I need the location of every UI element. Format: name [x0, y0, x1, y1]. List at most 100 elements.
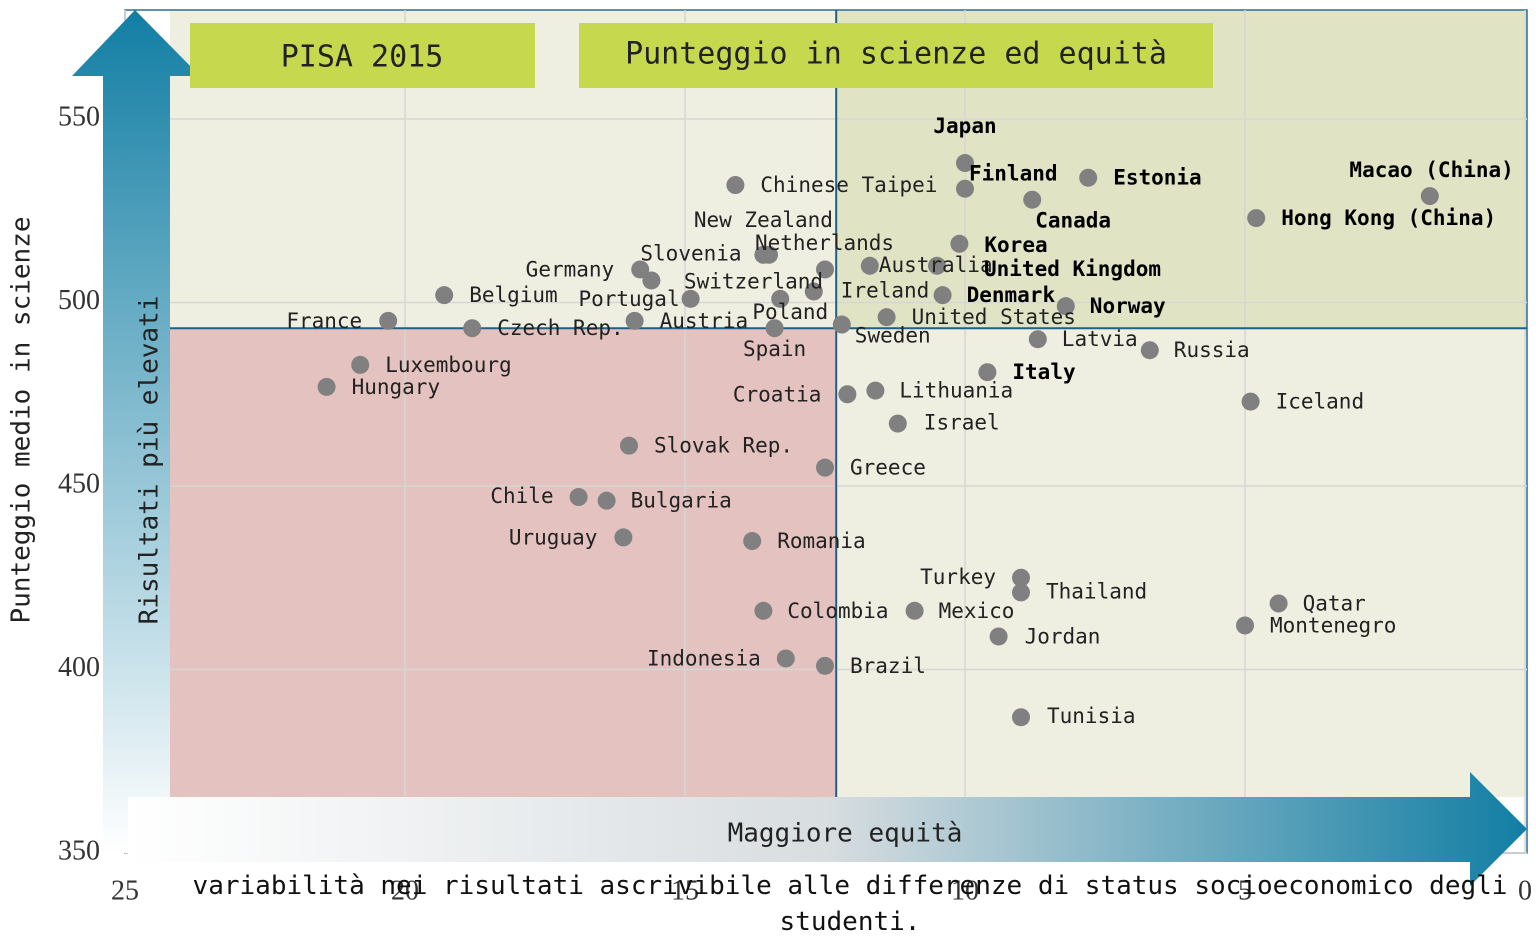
- point-label: Canada: [1035, 209, 1111, 233]
- point-label: Australia: [879, 253, 993, 277]
- data-point: [816, 458, 834, 477]
- point-label: Spain: [743, 337, 806, 361]
- point-label: Slovak Rep.: [654, 434, 793, 458]
- data-point: [1028, 330, 1047, 349]
- y-tick-label: 500: [58, 285, 100, 316]
- data-point: [681, 289, 700, 308]
- data-point: [597, 491, 616, 510]
- point-label: Austria: [660, 309, 749, 333]
- point-label: Norway: [1090, 294, 1166, 318]
- point-label: Denmark: [967, 283, 1056, 307]
- data-point: [1012, 708, 1030, 727]
- decorations: PISA 2015 Punteggio in scienze ed equità…: [7, 10, 1527, 886]
- y-tick-label: 350: [58, 835, 100, 866]
- data-point: [956, 154, 974, 173]
- data-point: [816, 656, 834, 675]
- data-point: [642, 271, 661, 290]
- data-point: [978, 363, 997, 382]
- point-label: United Kingdom: [984, 257, 1161, 281]
- point-labels: 25 20 15 10 5 0 350 400 450 500 550 Japan Finland Est…: [58, 101, 1532, 906]
- data-point: [1079, 168, 1098, 187]
- point-label: Israel: [924, 411, 1000, 435]
- data-point: [726, 176, 745, 195]
- point-label: Slovenia: [640, 241, 741, 265]
- point-label: Switzerland: [684, 269, 823, 293]
- subtitle-box: [190, 23, 535, 88]
- data-point: [950, 234, 969, 253]
- point-label: Montenegro: [1270, 613, 1396, 637]
- point-label: Mexico: [939, 599, 1015, 623]
- point-label: Lithuania: [899, 379, 1013, 403]
- data-point: [435, 286, 454, 305]
- point-label: Latvia: [1062, 327, 1138, 351]
- data-point: [463, 319, 482, 338]
- point-label: Chile: [490, 484, 553, 508]
- point-label: Italy: [1012, 360, 1076, 384]
- y-axis-label: Punteggio medio in scienze: [7, 217, 37, 624]
- data-point: [1241, 392, 1260, 411]
- point-label: Bulgaria: [631, 489, 732, 513]
- x-tick-label: 25: [111, 875, 139, 906]
- point-label: Uruguay: [509, 525, 598, 549]
- data-point: [860, 256, 879, 275]
- data-point: [754, 601, 773, 620]
- subtitle: PISA 2015: [281, 40, 444, 75]
- point-label: Turkey: [920, 565, 996, 589]
- point-label: Sweden: [855, 324, 931, 348]
- point-label: Estonia: [1113, 166, 1202, 190]
- point-label: Brazil: [850, 654, 926, 678]
- data-point: [1140, 341, 1159, 360]
- data-point: [317, 377, 336, 396]
- data-point: [1420, 187, 1439, 206]
- point-label: New Zealand: [694, 208, 833, 232]
- point-label: France: [286, 309, 362, 333]
- data-point: [888, 414, 907, 433]
- point-label: Germany: [526, 257, 615, 281]
- data-point: [877, 308, 896, 327]
- data-point: [816, 260, 834, 279]
- y-tick-label: 450: [58, 468, 100, 499]
- point-label: Hungary: [352, 375, 441, 399]
- point-label: Czech Rep.: [497, 316, 623, 340]
- point-label: Finland: [969, 162, 1058, 186]
- y-tick-label: 550: [58, 101, 100, 132]
- marks: [317, 154, 1439, 727]
- data-point: [569, 488, 588, 507]
- data-point: [379, 311, 398, 330]
- point-label: Poland: [752, 300, 828, 324]
- point-label: Chinese Taipei: [760, 173, 937, 197]
- x-tick-label: 20: [391, 875, 419, 906]
- point-label: Croatia: [733, 382, 822, 406]
- data-point: [933, 286, 952, 305]
- data-point: [832, 315, 851, 334]
- point-label: Netherlands: [755, 231, 894, 255]
- data-point: [743, 532, 762, 551]
- point-label: Luxembourg: [385, 353, 511, 377]
- data-point: [631, 260, 650, 279]
- data-point: [776, 649, 795, 668]
- data-point: [625, 311, 644, 330]
- data-point: [1236, 616, 1254, 635]
- background: [124, 9, 1528, 854]
- x-annotation: Maggiore equità: [728, 819, 963, 849]
- data-point: [989, 627, 1008, 646]
- point-label: Romania: [777, 529, 866, 553]
- point-label: Jordan: [1025, 624, 1101, 648]
- data-point: [1023, 190, 1042, 209]
- x-tick-label: 0: [1518, 875, 1532, 906]
- data-point: [620, 436, 638, 455]
- data-point: [804, 282, 823, 301]
- x-arrow: [128, 772, 1527, 886]
- x-tick-label: 5: [1238, 875, 1252, 906]
- point-label: Colombia: [787, 599, 888, 623]
- data-point: [1012, 568, 1030, 587]
- data-point: [771, 289, 790, 308]
- point-label: Iceland: [1276, 390, 1365, 414]
- point-label: Belgium: [469, 283, 558, 307]
- data-point: [760, 245, 778, 264]
- data-point: [1056, 297, 1075, 316]
- data-point: [1269, 594, 1288, 613]
- x-tick-label: 15: [671, 875, 699, 906]
